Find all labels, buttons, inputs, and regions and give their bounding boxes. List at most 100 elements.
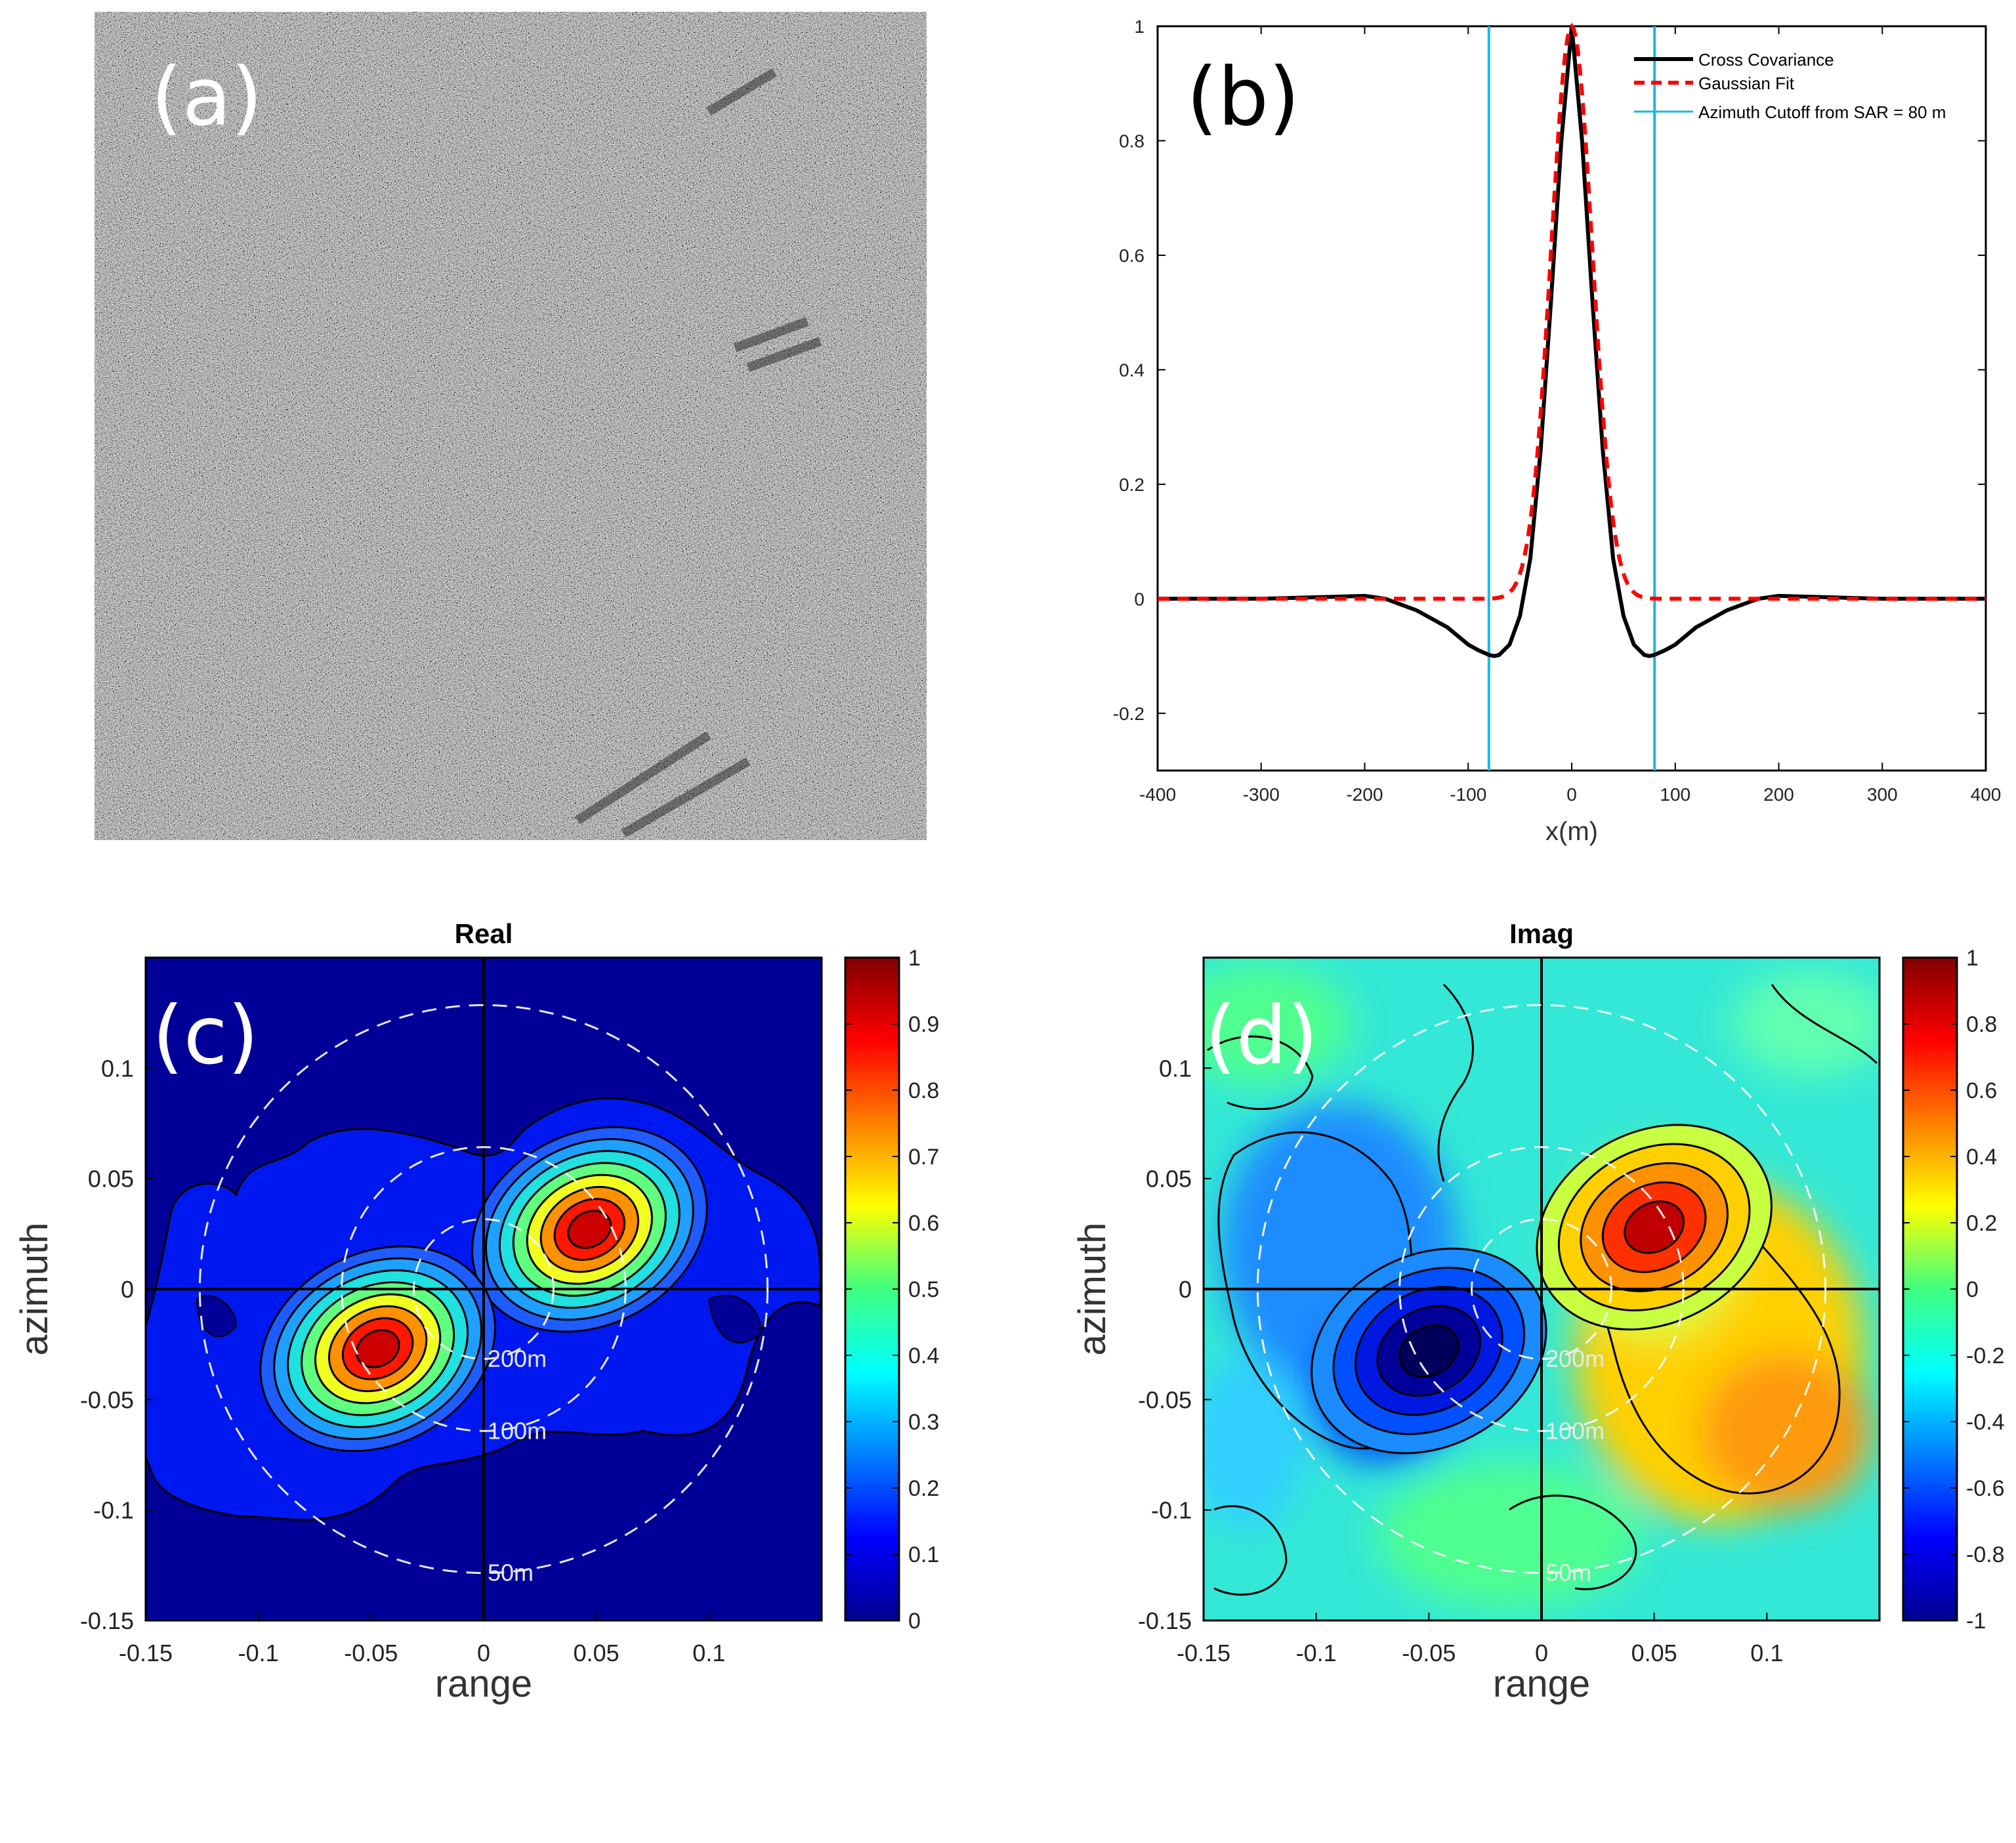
- plot-b-ticks: -400 -300 -200 -100 0 100 200 300 400 -0.2 0 0.2 0.4…: [1113, 16, 2002, 805]
- plot-c-peaks: [259, 1126, 708, 1452]
- colorbar-tick-label: 0.5: [908, 1277, 939, 1302]
- panel-b-label: (b): [1186, 51, 1300, 144]
- x-tick-label: -0.1: [238, 1640, 279, 1666]
- panel-d: Imag: [1071, 918, 2005, 1705]
- panel-b: -400 -300 -200 -100 0 100 200 300 400 -0.2 0 0.2 0.4…: [1113, 16, 2002, 846]
- wavelength-circle-label: 100m: [1545, 1417, 1605, 1444]
- x-tick-label: 200: [1763, 784, 1794, 805]
- x-tick-label: 0.05: [574, 1640, 620, 1666]
- plot-d-colorbar-ticks: -1 -0.8 -0.6 -0.4 -0.2 0 0.2 0.4 0.6 0.8 1: [1903, 946, 2005, 1634]
- colorbar-tick-label: -0.2: [1966, 1344, 2005, 1368]
- y-tick-label: 0.05: [88, 1166, 134, 1193]
- y-tick-label: -0.15: [80, 1607, 134, 1634]
- panel-a-label: (a): [151, 51, 262, 144]
- colorbar-tick-label: 1: [1966, 946, 1979, 971]
- y-tick-label: 0.1: [101, 1055, 134, 1082]
- colorbar-tick-label: 1: [908, 946, 921, 971]
- x-tick-label: -0.05: [1402, 1640, 1456, 1666]
- x-tick-label: 0.1: [1750, 1640, 1783, 1666]
- plot-d-peaks: [1311, 1124, 1773, 1454]
- spectrum-peak-contour: [1398, 1324, 1460, 1378]
- x-tick-label: -0.15: [1177, 1640, 1230, 1666]
- plot-c-low-island-2: [707, 1294, 763, 1344]
- wavelength-circle: [413, 1218, 555, 1360]
- colorbar-tick-label: 0.6: [908, 1211, 939, 1236]
- plot-c-colorbar-ticks: 0 0.1 0.2 0.3 0.4 0.5 0.6 0.7 0.8 0.9 1: [845, 946, 939, 1634]
- panel-d-label: (d): [1205, 989, 1318, 1082]
- colorbar-tick-label: 0.9: [908, 1012, 939, 1037]
- x-tick-label: 0: [1566, 784, 1577, 805]
- colorbar-tick-label: 0.3: [908, 1410, 939, 1435]
- y-tick-label: 0.8: [1119, 131, 1144, 151]
- plot-d-ylabel: azimuth: [1071, 1222, 1114, 1355]
- x-tick-label: -0.1: [1296, 1640, 1337, 1666]
- wavelength-circle-label: 50m: [1545, 1559, 1591, 1586]
- colorbar-tick-label: 0.7: [908, 1145, 939, 1170]
- colorbar-tick-label: -0.8: [1966, 1542, 2005, 1567]
- x-tick-label: -0.15: [119, 1640, 173, 1666]
- spectrum-peak-contour: [567, 1210, 612, 1249]
- colorbar-tick-label: 0: [908, 1609, 921, 1634]
- plot-d-overlay: 200m 100m 50m: [1204, 958, 1880, 1621]
- x-tick-label: -100: [1450, 784, 1486, 805]
- cutoff-lines: [1487, 26, 1656, 771]
- plot-d-title: Imag: [1509, 918, 1574, 949]
- legend-label-cutoff: Azimuth Cutoff from SAR = 80 m: [1698, 102, 1946, 122]
- y-tick-label: -0.1: [1151, 1497, 1192, 1524]
- colorbar-tick-label: -0.4: [1966, 1410, 2005, 1435]
- panel-a: (a): [94, 12, 927, 840]
- gaussian-fit-line: [1158, 22, 1986, 601]
- plot-d-colorbar: [1902, 956, 1958, 1622]
- x-tick-label: 300: [1867, 784, 1898, 805]
- wavelength-circle-label: 50m: [488, 1559, 534, 1586]
- colorbar-tick-label: 0.4: [1966, 1145, 1997, 1170]
- sar-wave-streaks: [575, 68, 822, 838]
- y-tick-label: -0.05: [1138, 1386, 1192, 1413]
- y-tick-label: -0.15: [1138, 1607, 1192, 1634]
- y-tick-label: 0.1: [1159, 1055, 1192, 1082]
- colorbar-tick-label: 0: [1966, 1277, 1979, 1302]
- wavelength-circle: [1256, 1004, 1827, 1575]
- panel-c: Real -0.15 -0.1 -0.05 0 0.05 0.1 -0.15 -0.1 -0.0…: [13, 918, 939, 1705]
- y-tick-label: 0.2: [1119, 475, 1144, 495]
- x-tick-label: 0.1: [692, 1640, 725, 1666]
- plot-c-ticks: -0.15 -0.1 -0.05 0 0.05 0.1 -0.15 -0.1 -0.05 0 0.0…: [80, 1055, 725, 1666]
- colorbar-tick-label: 0.8: [908, 1078, 939, 1103]
- y-tick-label: 0.05: [1146, 1166, 1192, 1193]
- y-tick-label: 0.6: [1119, 245, 1144, 266]
- y-tick-label: -0.1: [93, 1497, 134, 1524]
- plot-b-xlabel: x(m): [1545, 817, 1598, 846]
- colorbar-tick-label: 0.8: [1966, 1012, 1997, 1037]
- colorbar-tick-label: 0.6: [1966, 1078, 1997, 1103]
- plot-c-xlabel: range: [435, 1663, 532, 1705]
- sar-image-speckle: [94, 12, 927, 840]
- x-tick-label: -400: [1139, 784, 1176, 805]
- legend-label-gaussian-fit: Gaussian Fit: [1698, 74, 1795, 93]
- colorbar-tick-label: -0.6: [1966, 1476, 2005, 1501]
- plot-d-xlabel: range: [1493, 1663, 1590, 1705]
- panel-c-label: (c): [152, 989, 259, 1082]
- wavelength-circle-label: 200m: [1545, 1345, 1605, 1372]
- x-tick-label: 0.05: [1631, 1640, 1677, 1666]
- plot-d-ticks: -0.15 -0.1 -0.05 0 0.05 0.1 -0.15 -0.1 -0.05 0 0.0…: [1138, 1055, 1783, 1666]
- colorbar-tick-label: 0.4: [908, 1344, 939, 1368]
- wavelength-circle: [1398, 1146, 1685, 1432]
- plot-c-colorbar: [844, 956, 900, 1622]
- wavelength-circle: [1471, 1218, 1612, 1360]
- y-tick-label: 0: [1134, 589, 1144, 609]
- y-tick-label: 0.4: [1119, 360, 1144, 380]
- x-tick-label: 0: [1535, 1640, 1548, 1666]
- colorbar-tick-label: 0.2: [908, 1476, 939, 1501]
- colorbar-tick-label: -1: [1966, 1609, 1986, 1634]
- plot-b-legend: Cross Covariance Gaussian Fit Azimuth Cu…: [1634, 50, 1946, 122]
- plot-b-axes-box: [1156, 25, 1987, 772]
- legend-label-cross-covariance: Cross Covariance: [1698, 50, 1834, 70]
- wavelength-circle: [341, 1146, 627, 1432]
- wavelength-circle: [198, 1004, 769, 1575]
- colorbar-tick-label: 0.2: [1966, 1211, 1997, 1236]
- y-tick-label: 1: [1134, 16, 1144, 37]
- colorbar-tick-label: 0.1: [908, 1542, 939, 1567]
- x-tick-label: 100: [1660, 784, 1690, 805]
- plot-c-overlay: 200m 100m 50m: [146, 958, 822, 1621]
